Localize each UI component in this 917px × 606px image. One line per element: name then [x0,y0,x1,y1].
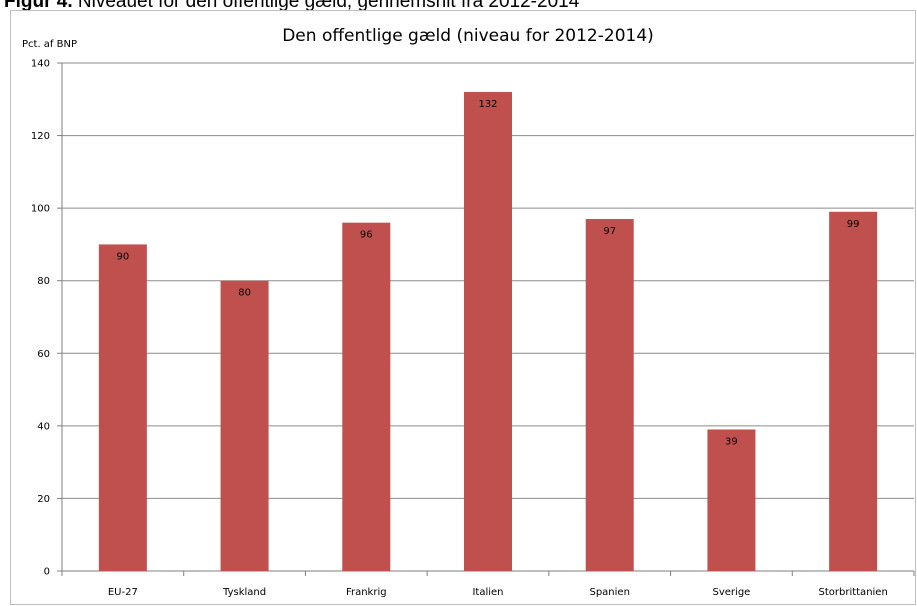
x-tick-label: Storbrittanien [818,587,887,598]
y-tick-label: 140 [31,59,50,70]
bar [220,280,269,571]
figure-caption-prefix: Figur 4. [4,0,73,12]
x-tick-label: EU-27 [108,587,138,598]
x-tick-label: Spanien [589,587,629,598]
figure-caption-text: Niveauet for den offentlige gæld, gennem… [77,0,580,12]
data-label: 97 [603,226,616,237]
data-label: 96 [360,230,373,241]
x-tick-label: Sverige [713,587,751,598]
y-tick-label: 120 [31,131,50,142]
y-tick-label: 80 [37,276,50,287]
data-label: 90 [116,251,129,262]
chart-frame [10,10,916,605]
x-tick-label: Italien [472,587,503,598]
y-tick-label: 60 [37,349,50,360]
bar [585,219,634,571]
bar [342,222,391,571]
data-label: 80 [238,288,251,299]
y-axis-label: Pct. af BNP [22,39,77,50]
data-label: 132 [478,99,497,110]
y-tick-label: 40 [37,421,50,432]
bar [98,244,147,571]
data-label: 39 [725,436,738,447]
bars [98,92,878,572]
chart-title: Den offentlige gæld (niveau for 2012-201… [282,26,654,46]
x-tick-label: Frankrig [346,587,387,598]
bar [464,92,512,572]
tick-labels: 0 20 40 60 80 100 120 140 EU-27 Tyskland Frankrig I… [31,59,888,599]
y-tick-label: 20 [37,494,50,505]
data-labels: 90 80 96 132 97 39 99 [116,99,859,447]
bar [829,211,878,571]
figure-caption: Figur 4. Niveauet for den offentlige gæl… [4,0,579,13]
data-label: 99 [847,219,860,230]
y-tick-label: 0 [44,567,50,578]
bar [707,429,756,571]
y-tick-label: 100 [31,204,50,215]
x-tick-label: Tyskland [222,587,266,598]
